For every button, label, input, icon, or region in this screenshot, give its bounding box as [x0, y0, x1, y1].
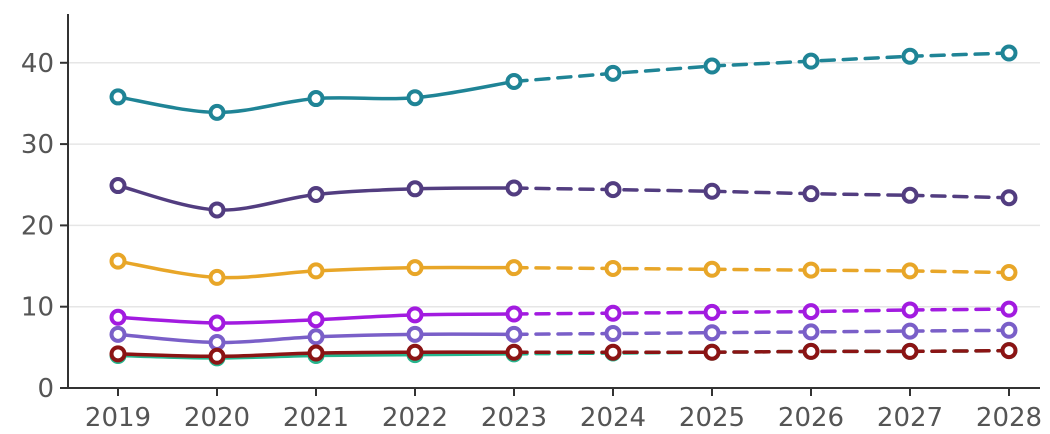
x-tick-label: 2025: [679, 403, 745, 433]
data-point-2023: [505, 343, 523, 361]
x-tick-label: 2023: [481, 403, 547, 433]
data-point-2025: [703, 57, 721, 75]
series-1: [109, 44, 1018, 121]
data-point-2019: [109, 252, 127, 270]
data-point-2028: [1000, 264, 1018, 282]
y-tick-label: 20: [21, 211, 54, 241]
data-point-2023: [505, 179, 523, 197]
data-point-2023: [505, 325, 523, 343]
axes: 0 10 20 30 40 2019 2020 2021 2022 2023 2024 2025 202…: [21, 14, 1042, 433]
data-point-2025: [703, 260, 721, 278]
data-point-2024: [604, 325, 622, 343]
data-point-2024: [604, 181, 622, 199]
y-tick-label: 10: [21, 293, 54, 323]
data-point-2019: [109, 88, 127, 106]
data-point-2023: [505, 259, 523, 277]
data-point-2027: [901, 262, 919, 280]
series-5: [109, 321, 1018, 351]
data-point-2025: [703, 303, 721, 321]
data-point-2027: [901, 186, 919, 204]
data-point-2022: [406, 343, 424, 361]
data-point-2027: [901, 301, 919, 319]
x-tick-label: 2024: [580, 403, 646, 433]
data-point-2022: [406, 180, 424, 198]
data-point-2024: [604, 343, 622, 361]
data-point-2025: [703, 343, 721, 361]
series-7: [109, 342, 1018, 365]
data-point-2021: [307, 328, 325, 346]
data-point-2022: [406, 306, 424, 324]
data-point-2025: [703, 324, 721, 342]
x-tick-label: 2026: [778, 403, 844, 433]
series-line-projection: [512, 328, 1011, 337]
data-point-2028: [1000, 321, 1018, 339]
data-point-2024: [604, 304, 622, 322]
data-point-2019: [109, 345, 127, 363]
data-point-2028: [1000, 44, 1018, 62]
data-point-2021: [307, 311, 325, 329]
data-point-2026: [802, 261, 820, 279]
data-point-2024: [604, 64, 622, 82]
data-point-2027: [901, 342, 919, 360]
data-point-2028: [1000, 342, 1018, 360]
data-point-2028: [1000, 300, 1018, 318]
data-point-2024: [604, 259, 622, 277]
data-point-2021: [307, 90, 325, 108]
y-tick-label: 30: [21, 130, 54, 160]
data-point-2019: [109, 308, 127, 326]
series-line-projection: [512, 186, 1011, 200]
data-point-2020: [208, 201, 226, 219]
data-point-2020: [208, 347, 226, 365]
x-tick-label: 2027: [877, 403, 943, 433]
x-tick-label: 2021: [283, 403, 349, 433]
data-point-2022: [406, 325, 424, 343]
series-group: [109, 44, 1018, 367]
data-point-2022: [406, 259, 424, 277]
data-point-2026: [802, 303, 820, 321]
data-point-2026: [802, 52, 820, 70]
x-tick-label: 2019: [85, 403, 151, 433]
x-tick-label: 2020: [184, 403, 250, 433]
data-point-2021: [307, 344, 325, 362]
data-point-2027: [901, 322, 919, 340]
data-point-2023: [505, 72, 523, 90]
data-point-2020: [208, 333, 226, 351]
data-point-2019: [109, 177, 127, 195]
data-point-2019: [109, 325, 127, 343]
data-point-2021: [307, 185, 325, 203]
series-3: [109, 252, 1018, 286]
data-point-2020: [208, 268, 226, 286]
data-point-2021: [307, 262, 325, 280]
y-tick-label: 0: [37, 374, 54, 404]
series-line-projection: [512, 348, 1011, 354]
grid: [68, 62, 1040, 308]
series-4: [109, 300, 1018, 332]
series-2: [109, 177, 1018, 219]
y-tick-label: 40: [21, 49, 54, 79]
data-point-2026: [802, 342, 820, 360]
data-point-2020: [208, 314, 226, 332]
data-point-2026: [802, 185, 820, 203]
data-point-2027: [901, 47, 919, 65]
data-point-2020: [208, 103, 226, 121]
data-point-2026: [802, 323, 820, 341]
data-point-2025: [703, 182, 721, 200]
series-line-projection: [512, 307, 1011, 316]
data-point-2028: [1000, 189, 1018, 207]
x-tick-label: 2028: [976, 403, 1042, 433]
data-point-2022: [406, 89, 424, 107]
series-line-projection: [512, 265, 1011, 275]
series-line-projection: [512, 51, 1011, 84]
data-point-2023: [505, 305, 523, 323]
x-tick-label: 2022: [382, 403, 448, 433]
